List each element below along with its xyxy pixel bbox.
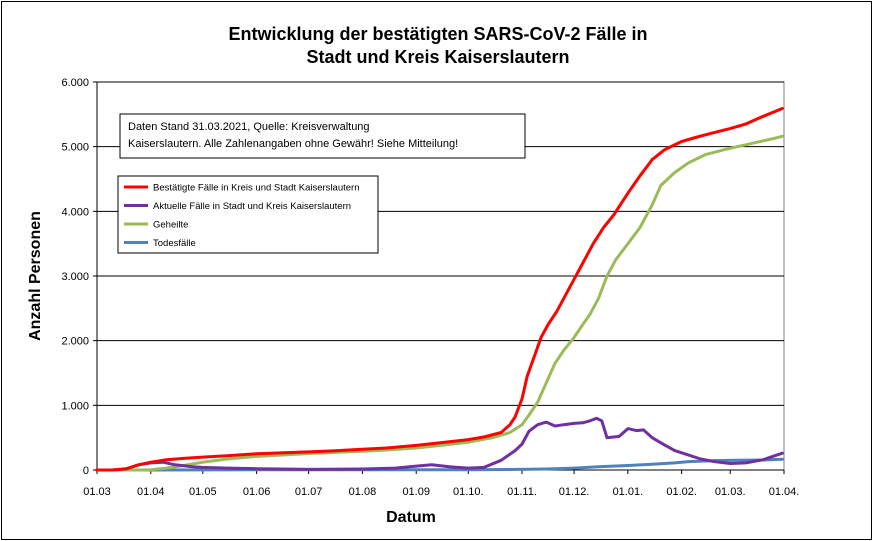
y-tick-label: 3.000 [61,271,89,283]
legend: Bestätigte Fälle in Kreis und Stadt Kais… [117,175,379,254]
x-tick-label: 01.12. [559,486,590,498]
x-tick-label: 01.05 [189,486,217,498]
legend-label: Bestätigte Fälle in Kreis und Stadt Kais… [153,183,359,194]
x-tick-label: 01.04 [137,486,165,498]
legend-box [117,175,379,254]
x-tick-label: 01.07 [295,486,323,498]
series-lines [95,107,784,472]
x-tick-label: 01.04. [769,486,800,498]
source-note-line-2: Kaiserslautern. Alle Zahlenangaben ohne … [128,138,458,150]
source-note-line-1: Daten Stand 31.03.2021, Quelle: Kreisver… [128,121,370,133]
chart-title-line-2: Stadt und Kreis Kaiserslautern [306,47,569,67]
y-tick-label: 5.000 [61,142,89,154]
y-tick-label: 0 [83,465,89,477]
x-tick-label: 01.02. [666,486,697,498]
chart-title-line-1: Entwicklung der bestätigten SARS-CoV-2 F… [228,24,647,44]
x-tick-label: 01.11. [507,486,537,498]
x-tick-label: 01.08 [349,486,377,498]
source-note-box [119,113,526,159]
legend-label: Geheilte [153,220,188,231]
y-tick-label: 1.000 [61,400,89,412]
x-tick-label: 01.03. [715,486,746,498]
series-line [95,107,784,472]
source-note: Daten Stand 31.03.2021, Quelle: Kreisver… [119,113,526,159]
y-axis-title: Anzahl Personen [27,211,44,341]
series-line [95,134,784,472]
y-axis-ticks: 0 1.000 2.000 3.000 4.000 5.000 6.000 [61,77,97,477]
y-tick-label: 4.000 [61,206,89,218]
series-line [95,416,784,472]
x-tick-label: 01.03 [83,486,111,498]
x-tick-label: 01.10. [453,486,484,498]
y-tick-label: 6.000 [61,77,89,89]
x-axis-title: Datum [386,509,436,526]
y-tick-label: 2.000 [61,336,89,348]
x-axis-ticks: 01.03 01.04 01.05 01.06 01.07 01.08 01.09 01.10… [83,470,799,498]
x-tick-label: 01.09 [402,486,430,498]
legend-label: Todesfälle [153,238,196,249]
x-tick-label: 01.06 [243,486,271,498]
legend-label: Aktuelle Fälle in Stadt und Kreis Kaiser… [153,201,351,212]
x-tick-label: 01.01. [613,486,644,498]
